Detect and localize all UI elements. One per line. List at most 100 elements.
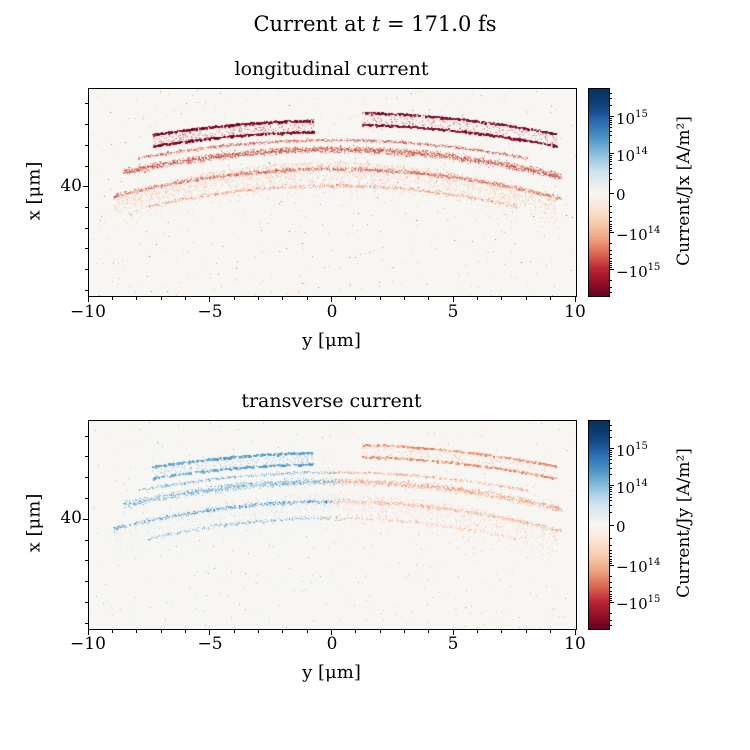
x-minor-tick <box>136 630 138 633</box>
panel-title-longitudinal: longitudinal current <box>234 58 429 80</box>
x-minor-tick <box>404 297 406 300</box>
x-minor-tick <box>306 630 308 633</box>
colorbar-minor-tick <box>610 258 612 259</box>
colorbar-tick-label: −1014 <box>616 225 661 244</box>
colorbar-minor-tick <box>610 491 612 492</box>
x-major-tick <box>452 630 454 635</box>
colorbar-minor-tick <box>610 142 612 143</box>
colorbar-minor-tick <box>610 497 612 498</box>
x-minor-tick <box>550 297 552 300</box>
colorbar-minor-tick <box>610 135 612 136</box>
panel-title-transverse: transverse current <box>241 390 422 412</box>
colorbar-minor-tick <box>610 228 612 229</box>
colorbar-minor-tick <box>610 155 612 156</box>
y-axis-label: x [μm] <box>23 493 45 553</box>
x-minor-tick <box>111 630 113 633</box>
x-minor-tick <box>160 297 162 300</box>
x-minor-tick <box>379 630 381 633</box>
colorbar-minor-tick <box>610 596 612 597</box>
figure-title-prefix: Current at <box>253 12 372 36</box>
colorbar-jx <box>588 88 610 297</box>
colorbar-minor-tick <box>610 122 612 123</box>
x-minor-tick <box>160 630 162 633</box>
x-major-tick <box>574 630 576 635</box>
y-minor-tick <box>85 248 88 249</box>
colorbar-minor-tick <box>610 224 612 225</box>
x-minor-tick <box>184 630 186 633</box>
x-minor-tick <box>379 297 381 300</box>
x-major-tick <box>209 297 211 302</box>
colorbar-minor-tick <box>610 280 612 281</box>
colorbar-minor-tick <box>610 500 612 501</box>
x-tick-label: −5 <box>197 634 223 654</box>
x-tick-label: 10 <box>564 634 586 654</box>
colorbar-minor-tick <box>610 452 612 453</box>
colorbar-minor-tick <box>610 591 612 592</box>
x-tick-label: 0 <box>326 634 338 654</box>
y-minor-tick <box>85 540 88 541</box>
colorbar-minor-tick <box>610 456 612 457</box>
colorbar-minor-tick <box>610 556 612 557</box>
colorbar-tick-label: 0 <box>616 186 626 204</box>
y-minor-tick <box>85 207 88 208</box>
colorbar-minor-tick <box>610 105 612 106</box>
x-minor-tick <box>355 297 357 300</box>
colorbar-minor-tick <box>610 164 612 165</box>
scatter-canvas-jx <box>89 89 576 296</box>
colorbar-minor-tick <box>610 206 612 207</box>
colorbar-minor-tick <box>610 212 612 213</box>
colorbar-minor-tick <box>610 459 612 460</box>
colorbar-minor-tick <box>610 157 612 158</box>
colorbar-minor-tick <box>610 505 612 506</box>
colorbar-minor-tick <box>610 512 612 513</box>
scatter-canvas-jy <box>89 421 576 629</box>
colorbar-minor-tick <box>610 250 612 251</box>
colorbar-minor-tick <box>610 430 612 431</box>
colorbar-major-tick <box>610 485 614 486</box>
colorbar-minor-tick <box>610 168 612 169</box>
colorbar-minor-tick <box>610 261 612 262</box>
colorbar-minor-tick <box>610 93 612 94</box>
plot-area-transverse <box>88 420 577 630</box>
colorbar-minor-tick <box>610 487 612 488</box>
x-tick-label: 10 <box>564 302 586 322</box>
colorbar-minor-tick <box>610 620 612 621</box>
colorbar-tick-label: −1015 <box>616 262 661 281</box>
colorbar-tick-label: 1014 <box>616 146 648 165</box>
x-tick-label: −10 <box>70 634 106 654</box>
x-major-tick <box>87 630 89 635</box>
plot-area-longitudinal <box>88 88 577 297</box>
x-tick-label: −5 <box>197 302 223 322</box>
x-minor-tick <box>477 297 479 300</box>
colorbar-minor-tick <box>610 120 612 121</box>
x-minor-tick <box>550 630 552 633</box>
x-minor-tick <box>257 297 259 300</box>
x-minor-tick <box>306 297 308 300</box>
x-minor-tick <box>501 297 503 300</box>
colorbar-minor-tick <box>610 450 612 451</box>
colorbar-minor-tick <box>610 494 612 495</box>
colorbar-minor-tick <box>610 594 612 595</box>
y-major-tick <box>83 186 88 187</box>
x-minor-tick <box>404 630 406 633</box>
y-minor-tick <box>85 581 88 582</box>
figure-title-suffix: = 171.0 fs <box>380 12 497 36</box>
colorbar-minor-tick <box>610 98 612 99</box>
y-minor-tick <box>85 290 88 291</box>
colorbar-minor-tick <box>610 243 612 244</box>
math-variable-t: t <box>371 12 381 36</box>
colorbar-major-tick <box>610 602 614 603</box>
colorbar-major-tick <box>610 193 614 194</box>
colorbar-minor-tick <box>610 159 612 160</box>
y-minor-tick <box>85 103 88 104</box>
colorbar-minor-tick <box>610 613 612 614</box>
x-minor-tick <box>525 630 527 633</box>
colorbar-minor-tick <box>610 489 612 490</box>
x-minor-tick <box>428 297 430 300</box>
y-minor-tick <box>85 623 88 624</box>
colorbar-minor-tick <box>610 124 612 125</box>
x-major-tick <box>87 297 89 302</box>
colorbar-minor-tick <box>610 173 612 174</box>
x-minor-tick <box>111 297 113 300</box>
colorbar-minor-tick <box>610 587 612 588</box>
